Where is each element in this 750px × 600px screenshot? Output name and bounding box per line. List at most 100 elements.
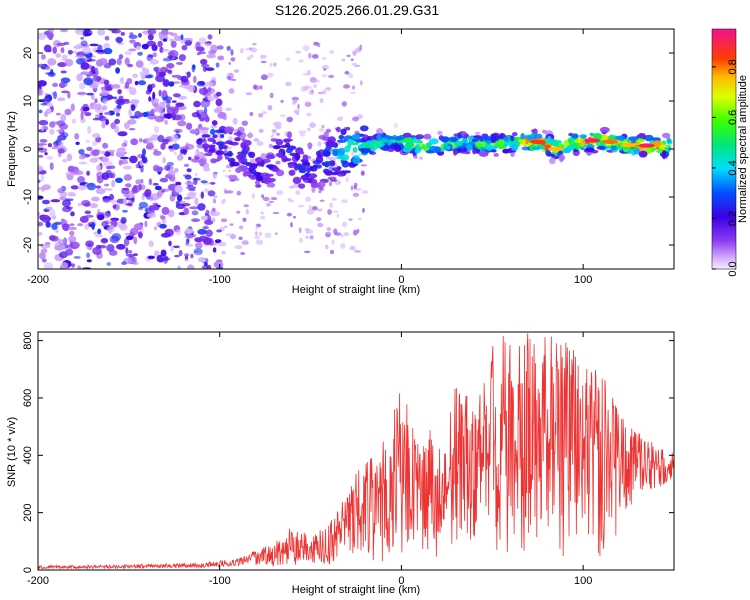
ridge-blob	[510, 143, 519, 151]
noise-blob	[299, 237, 303, 244]
noise-blob	[354, 250, 362, 253]
noise-blob	[317, 141, 322, 147]
ridge-blob	[481, 141, 486, 148]
colorbar-band	[712, 61, 736, 64]
noise-blob	[70, 185, 79, 190]
noise-blob	[105, 85, 113, 92]
noise-blob	[177, 265, 181, 269]
noise-blob	[46, 102, 53, 107]
noise-blob	[95, 136, 102, 143]
ridge-blob	[283, 138, 291, 143]
noise-blob	[238, 236, 243, 240]
noise-blob	[91, 222, 95, 230]
noise-blob	[121, 188, 130, 195]
noise-blob	[220, 201, 225, 205]
noise-blob	[57, 239, 64, 244]
noise-blob	[261, 111, 267, 115]
noise-blob	[101, 121, 106, 129]
noise-blob	[336, 118, 343, 122]
noise-blob	[62, 206, 72, 213]
ridge-blob	[345, 126, 351, 131]
ridge-blob	[271, 128, 277, 134]
noise-blob	[329, 249, 335, 255]
colorbar-band	[712, 93, 736, 96]
noise-blob	[261, 194, 265, 199]
ridge-blob	[297, 166, 306, 171]
ridge-blob	[300, 151, 305, 155]
ridge-blob	[235, 167, 242, 174]
noise-blob	[268, 143, 274, 149]
noise-blob	[227, 136, 233, 141]
noise-blob	[104, 36, 110, 41]
ridge-blob	[434, 146, 441, 153]
noise-blob	[258, 128, 264, 133]
noise-blob	[43, 44, 52, 53]
ridge-blob	[260, 160, 265, 167]
ridge-blob	[203, 167, 211, 172]
noise-blob	[302, 45, 310, 52]
ridge-blob	[344, 145, 351, 153]
ridge-blob	[300, 174, 309, 181]
noise-blob	[249, 112, 254, 116]
y-tick-label: 800	[22, 331, 34, 349]
noise-blob	[275, 232, 278, 235]
noise-blob	[117, 89, 122, 95]
ridge-blob	[652, 140, 662, 148]
noise-blob	[184, 175, 192, 180]
noise-blob	[290, 222, 293, 228]
ridge-blob	[490, 142, 496, 146]
noise-blob	[40, 248, 48, 254]
noise-blob	[175, 130, 180, 134]
noise-blob	[354, 64, 361, 68]
noise-blob	[357, 217, 362, 221]
ridge-blob	[207, 95, 216, 102]
ridge-blob	[324, 160, 332, 167]
noise-blob	[162, 156, 166, 164]
ridge-blob	[217, 111, 226, 119]
noise-blob	[147, 114, 157, 120]
noise-blob	[86, 170, 90, 176]
noise-blob	[192, 177, 201, 181]
noise-blob	[255, 239, 264, 245]
noise-blob	[197, 257, 207, 263]
ridge-blob	[599, 126, 610, 133]
noise-blob	[297, 103, 300, 110]
noise-blob	[326, 231, 332, 235]
colorbar-band	[712, 31, 736, 34]
noise-blob	[55, 230, 59, 233]
noise-blob	[196, 52, 201, 56]
noise-blob	[175, 181, 182, 186]
noise-blob	[303, 250, 311, 253]
ridge-blob	[325, 139, 335, 148]
colorbar-ticks: 0.0 0.2 0.4 0.6 0.8	[712, 59, 739, 277]
noise-blob	[102, 142, 109, 149]
ridge-blob	[474, 131, 481, 135]
noise-blob	[212, 139, 217, 145]
noise-blob	[326, 227, 332, 232]
ridge-blob	[462, 148, 468, 152]
colorbar-band	[712, 119, 736, 122]
noise-blob	[97, 244, 107, 249]
colorbar-band	[712, 237, 736, 240]
x-tick-label: -100	[209, 575, 231, 587]
colorbar-band	[712, 205, 736, 208]
noise-blob	[340, 243, 346, 249]
noise-blob	[44, 93, 49, 96]
ridge-blob	[425, 142, 431, 149]
colorbar-band	[712, 115, 736, 118]
ridge-blob	[428, 138, 439, 145]
noise-blob	[92, 103, 100, 110]
ridge-blob	[265, 154, 276, 160]
noise-blob	[262, 196, 270, 202]
noise-blob	[267, 72, 274, 78]
noise-blob	[51, 121, 58, 125]
noise-blob	[340, 234, 344, 238]
colorbar-band	[712, 69, 736, 72]
colorbar-band	[712, 153, 736, 156]
noise-blob	[74, 29, 85, 35]
noise-blob	[127, 63, 133, 68]
noise-blob	[266, 203, 270, 207]
noise-blob	[189, 192, 198, 195]
ridge-blob	[520, 133, 525, 140]
ridge-blob	[257, 175, 264, 182]
